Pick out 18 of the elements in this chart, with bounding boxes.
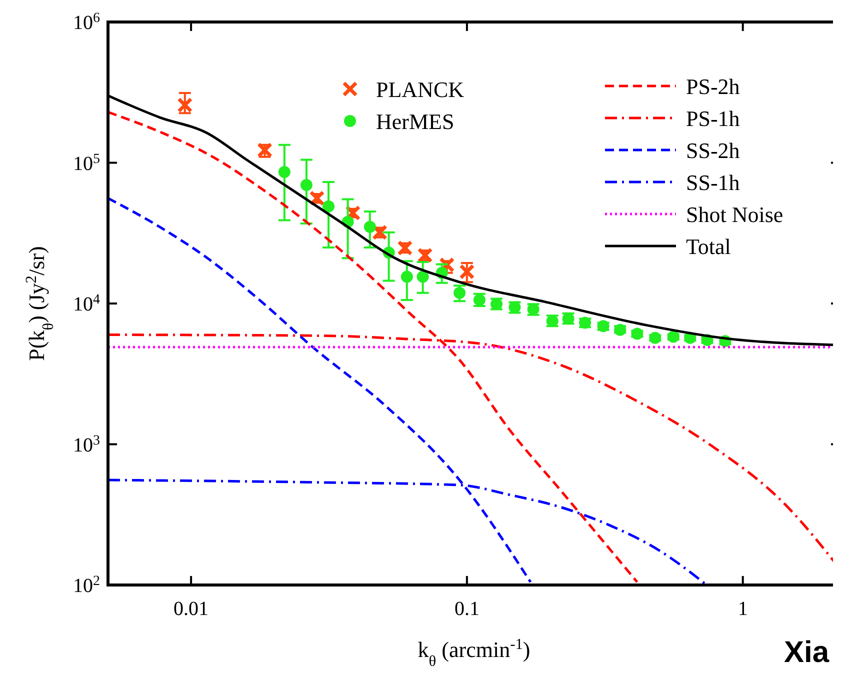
legend-label: PS-1h (686, 106, 740, 131)
x-axis-title: k$_{θ}$ (arcmin$^{-1}$) (418, 636, 530, 670)
legend-label: HerMES (376, 109, 454, 134)
y-tick-label: 10$^{5}$ (73, 151, 100, 175)
legend-label: PLANCK (376, 77, 464, 102)
legend-label: Total (686, 234, 731, 259)
legend-label: Shot Noise (686, 202, 784, 227)
x-tick-label: 0.01 (174, 598, 209, 620)
legend-label: PS-2h (686, 74, 740, 99)
legend-label: SS-1h (686, 170, 740, 195)
x-tick-label: 1 (738, 598, 748, 620)
text: Xia (784, 636, 830, 669)
y-tick-label: 10$^{2}$ (73, 574, 100, 597)
y-tick-label: 10$^{6}$ (73, 10, 100, 34)
legend-label: SS-2h (686, 138, 740, 163)
x-tick-label: 0.1 (454, 598, 480, 620)
y-tick-label: 10$^{4}$ (73, 292, 100, 316)
y-tick-label: 10$^{3}$ (73, 432, 100, 456)
